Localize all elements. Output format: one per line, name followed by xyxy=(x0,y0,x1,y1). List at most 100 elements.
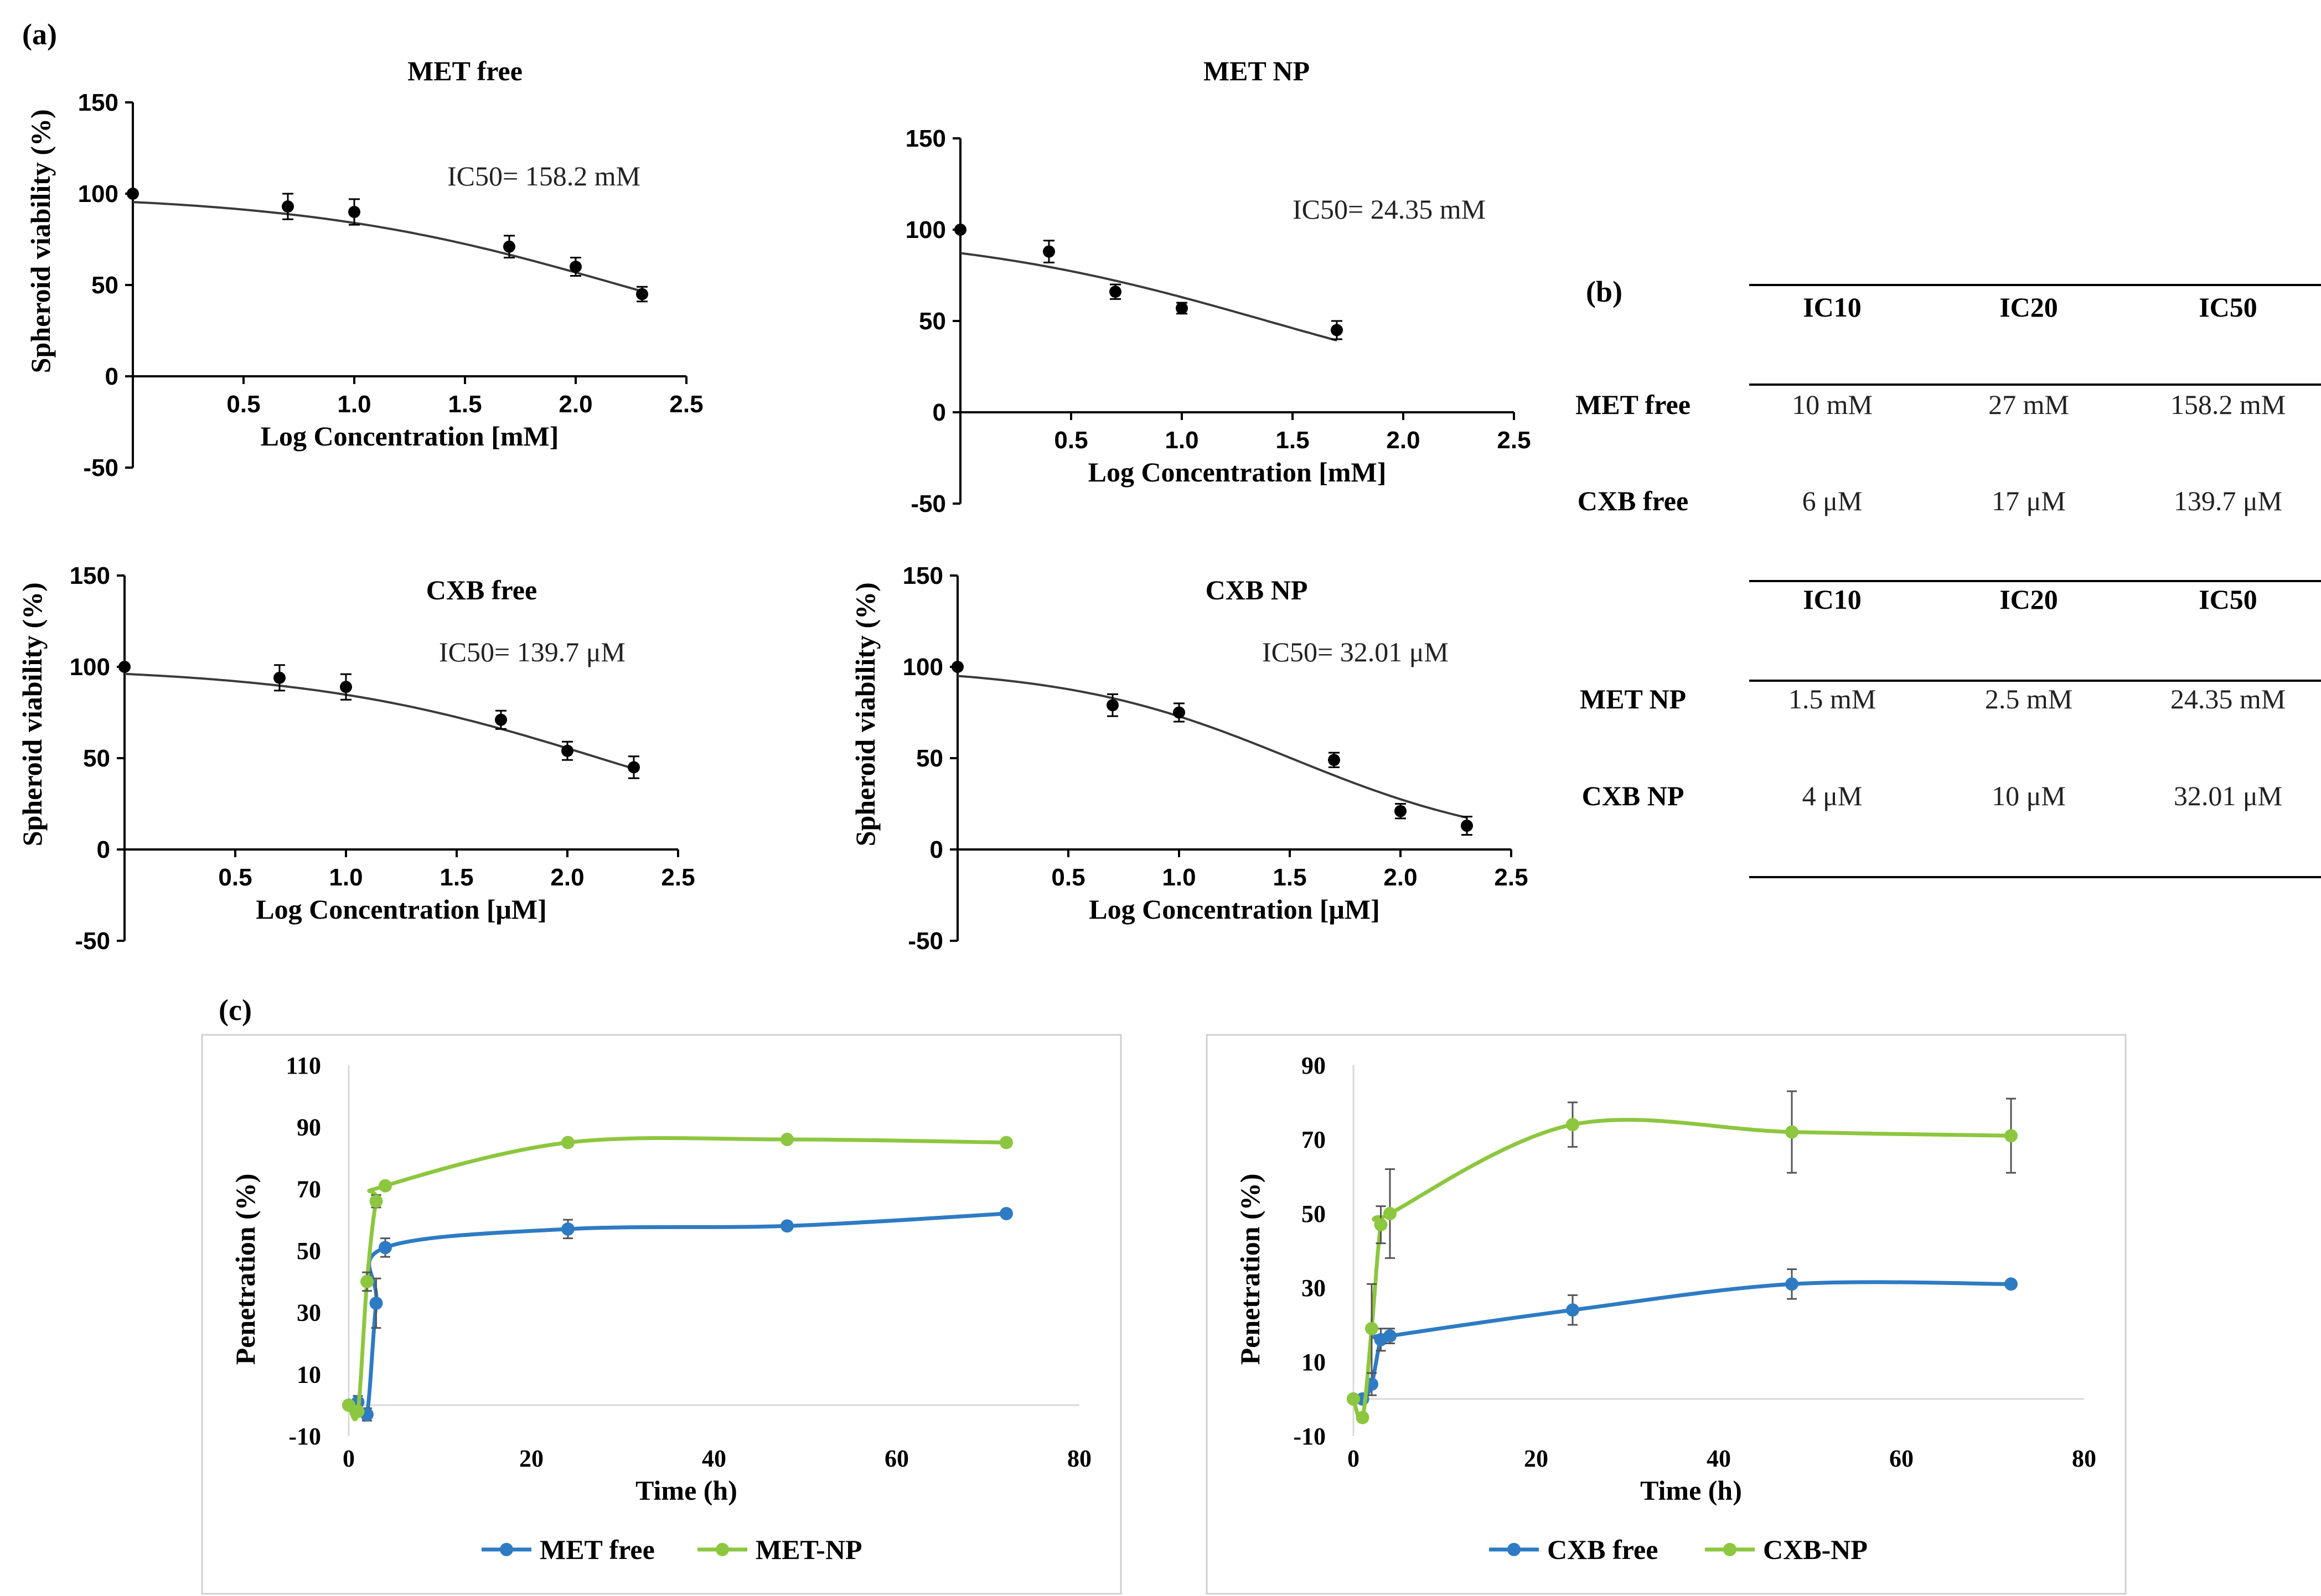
legend-label: CXB free xyxy=(1547,1534,1658,1565)
y-tick-label: 100 xyxy=(906,216,946,243)
x-tick-label: 1.5 xyxy=(448,391,482,418)
chart-cxb-free: CXB free 150 100 50 0 -50 0.5 1.0 1.5 2.0 2.5 Log C… xyxy=(17,562,695,955)
x-tick-label: 80 xyxy=(1067,1445,1092,1472)
y-tick-label: 0 xyxy=(97,836,110,863)
penetration-cxb-frame xyxy=(1206,1034,2127,1595)
y-tick-label: -10 xyxy=(288,1423,321,1450)
chart-title: CXB free xyxy=(426,574,537,605)
x-tick-label: 20 xyxy=(519,1445,544,1472)
y-axis-label: Penetration (%) xyxy=(230,1174,261,1365)
y-tick-label: 100 xyxy=(70,654,110,681)
x-tick-label: 1.5 xyxy=(440,864,473,891)
data-point xyxy=(282,200,294,213)
data-point xyxy=(1173,706,1185,719)
data-point xyxy=(379,1241,392,1255)
y-tick-label: 50 xyxy=(919,308,946,335)
x-tick-label: 60 xyxy=(885,1445,909,1472)
x-tick-label: 60 xyxy=(1889,1445,1914,1472)
x-tick-label: 0 xyxy=(343,1445,355,1472)
data-point xyxy=(570,261,582,273)
data-point xyxy=(952,661,964,673)
table-cell: 158.2 mM xyxy=(2170,389,2286,420)
data-point xyxy=(1461,820,1473,832)
x-tick-label: 0.5 xyxy=(1051,864,1085,891)
table-cell: 6 μM xyxy=(1802,485,1863,516)
penetration-met-frame xyxy=(201,1034,1122,1595)
y-tick-label: 100 xyxy=(78,180,118,208)
y-tick-label: 30 xyxy=(297,1299,321,1326)
data-point xyxy=(127,188,139,200)
data-point xyxy=(2004,1277,2018,1291)
data-point xyxy=(379,1179,392,1193)
fit-curve xyxy=(124,672,634,770)
table-cell: 17 μM xyxy=(1992,485,2066,516)
x-tick-label: 2.0 xyxy=(1386,427,1420,454)
data-point xyxy=(954,224,966,236)
data-point xyxy=(351,1405,365,1418)
data-point xyxy=(1383,1329,1397,1343)
y-tick-label: 50 xyxy=(297,1237,321,1265)
table-header-ic20: IC20 xyxy=(1999,292,2058,323)
y-tick-label: 30 xyxy=(1301,1274,1326,1302)
x-tick-label: 2.5 xyxy=(1497,427,1531,454)
data-point xyxy=(340,681,352,693)
data-point xyxy=(1785,1125,1798,1139)
y-tick-label: 0 xyxy=(930,836,943,863)
ic50-annotation: IC50= 24.35 mM xyxy=(1293,194,1486,225)
data-point xyxy=(1347,1392,1360,1406)
y-tick-label: 90 xyxy=(297,1114,321,1141)
fit-curve xyxy=(132,201,643,293)
x-tick-label: 1.5 xyxy=(1275,427,1309,454)
table-cell: 139.7 μM xyxy=(2174,485,2282,516)
x-axis-label: Log Concentration [mM] xyxy=(1088,457,1387,488)
y-axis-label: Spheroid viability (%) xyxy=(25,109,56,373)
data-point xyxy=(1109,286,1121,298)
y-tick-label: 110 xyxy=(286,1052,321,1079)
y-tick-label: 0 xyxy=(105,363,118,390)
table-header-ic20: IC20 xyxy=(1999,584,2058,615)
y-axis-label: Spheroid viability (%) xyxy=(17,582,48,846)
x-tick-label: 1.0 xyxy=(329,864,363,891)
chart-title: MET free xyxy=(407,55,523,86)
chart-title: MET NP xyxy=(1203,55,1310,86)
data-point xyxy=(780,1219,794,1233)
table-row-label: CXB NP xyxy=(1582,780,1684,811)
data-point xyxy=(1107,699,1119,712)
y-tick-label: 10 xyxy=(1301,1349,1326,1376)
y-tick-label: 50 xyxy=(1301,1200,1326,1227)
y-tick-label: 150 xyxy=(906,125,946,152)
y-tick-label: 90 xyxy=(1301,1052,1326,1079)
data-point xyxy=(636,288,648,300)
data-point xyxy=(1365,1322,1378,1335)
data-point xyxy=(1566,1303,1579,1317)
y-tick-label: 150 xyxy=(78,89,118,116)
data-point xyxy=(495,713,507,726)
y-tick-label: 50 xyxy=(916,745,943,772)
table-cell: 24.35 mM xyxy=(2170,683,2286,714)
data-point xyxy=(369,1194,383,1208)
x-axis-label: Log Concentration [mM] xyxy=(261,421,559,452)
y-tick-label: 150 xyxy=(903,562,943,589)
ic50-annotation: IC50= 32.01 μM xyxy=(1262,636,1449,667)
table-cell: 27 mM xyxy=(1988,389,2069,420)
y-tick-label: 150 xyxy=(70,562,110,589)
x-tick-label: 1.5 xyxy=(1273,864,1306,891)
data-point xyxy=(561,1222,575,1236)
table-cell: 4 μM xyxy=(1802,780,1863,811)
data-point xyxy=(561,1136,575,1149)
x-tick-label: 80 xyxy=(2072,1445,2096,1472)
data-point xyxy=(503,240,515,253)
data-point xyxy=(273,671,286,684)
table-cell: 32.01 μM xyxy=(2174,780,2282,811)
legend-swatch-marker xyxy=(1723,1543,1736,1556)
table-row-label: CXB free xyxy=(1578,485,1688,516)
x-tick-label: 0.5 xyxy=(226,391,260,418)
data-point xyxy=(2004,1129,2018,1143)
data-point xyxy=(1394,805,1407,817)
x-tick-label: 40 xyxy=(702,1445,726,1472)
data-point xyxy=(1043,245,1055,258)
x-tick-label: 1.0 xyxy=(1162,864,1196,891)
x-axis-label: Log Concentration [μM] xyxy=(1089,894,1380,925)
panel-label-b: (b) xyxy=(1586,275,1622,308)
legend-label: MET-NP xyxy=(756,1534,862,1565)
